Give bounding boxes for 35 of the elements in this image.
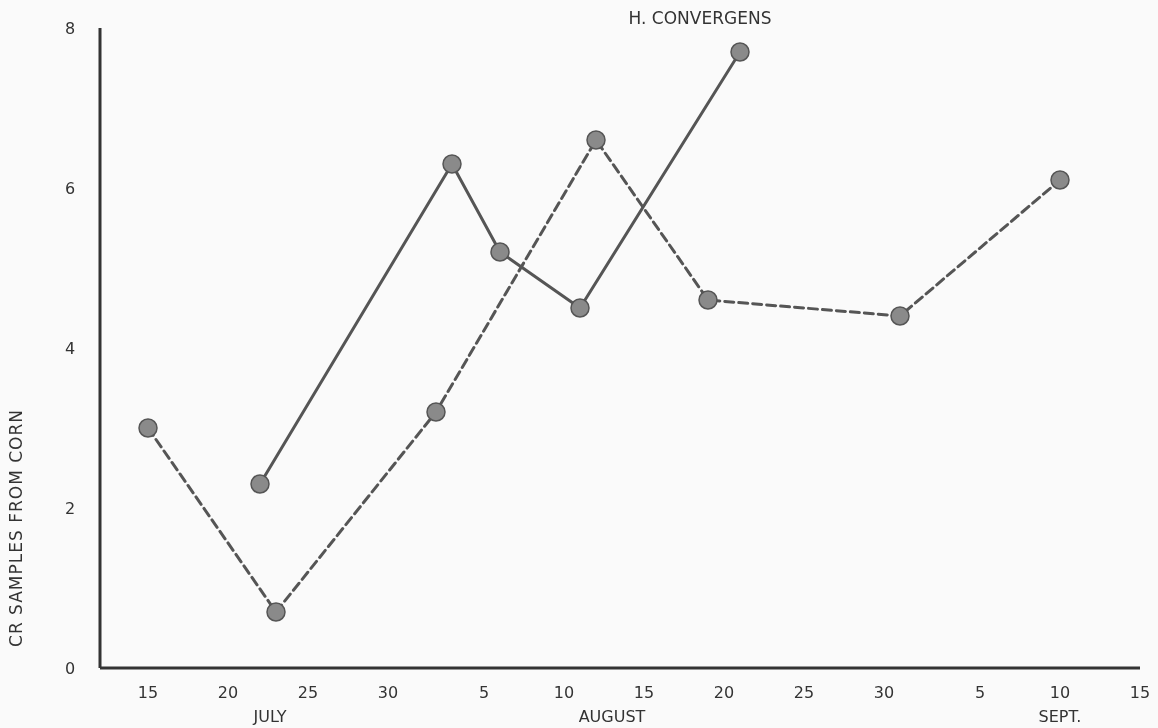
y-tick-label: 4 [64,338,76,358]
x-tick-label: 5 [974,683,986,702]
y-tick-label: 6 [64,178,76,198]
point [698,290,718,310]
x-tick-label: 20 [217,683,239,702]
point [266,602,286,622]
y-tick-label: 2 [64,498,76,518]
y-axis-title: CR SAMPLES FROM CORN [6,409,26,647]
y-tick-label: 8 [64,18,76,38]
point [570,298,590,318]
point [442,154,462,174]
point [490,242,510,262]
y-tick-label: 0 [64,658,76,678]
text: JULY [252,707,287,726]
x-tick-label: 25 [297,683,319,702]
x-tick-label: 30 [873,683,895,702]
x-tick-label: 10 [1049,683,1071,702]
x-tick-label: 5 [478,683,490,702]
x-tick-label: 15 [633,683,655,702]
point [250,474,270,494]
x-tick-label: 30 [377,683,399,702]
point [586,130,606,150]
point [426,402,446,422]
point [730,42,750,62]
x-tick-label: 20 [713,683,735,702]
x-tick-label: 15 [137,683,159,702]
point [138,418,158,438]
x-tick-label: 15 [1129,683,1151,702]
x-tick-label: 10 [553,683,575,702]
text: AUGUST [578,707,646,726]
point [890,306,910,326]
x-tick-label: 25 [793,683,815,702]
text: SEPT. [1038,707,1082,726]
chart-title: H. CONVERGENS [628,8,772,28]
point [1050,170,1070,190]
